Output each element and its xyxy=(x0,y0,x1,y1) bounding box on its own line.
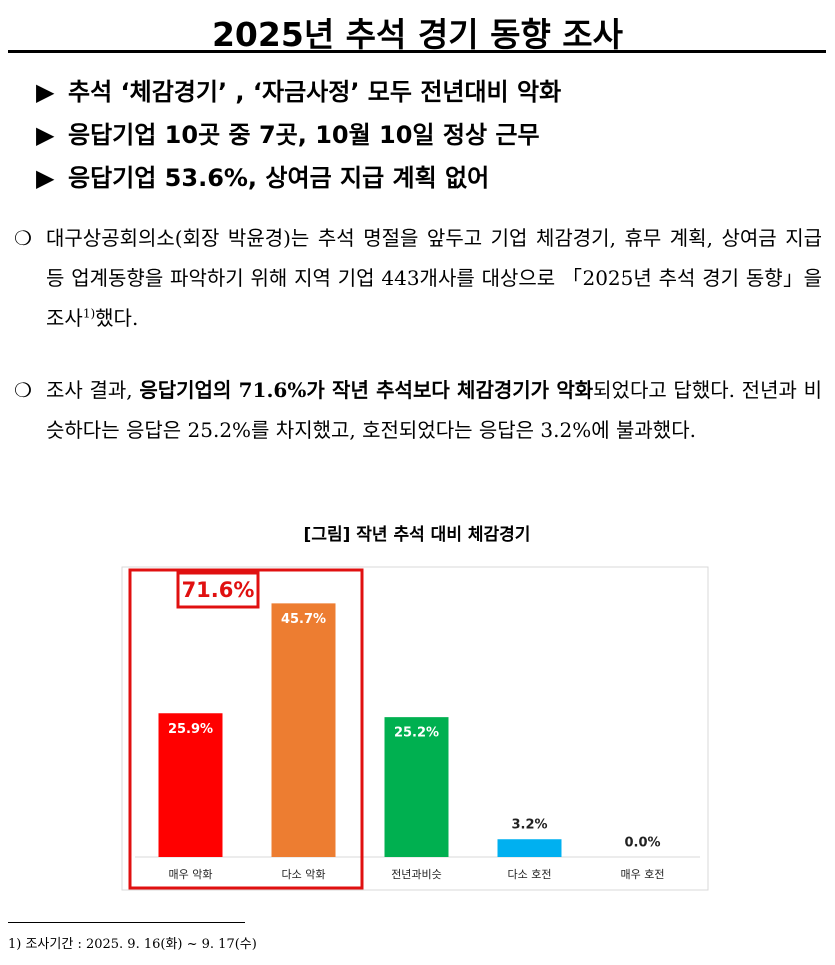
x-tick-label: 전년과비슷 xyxy=(391,868,442,881)
footnote: 1) 조사기간 : 2025. 9. 16(화) ~ 9. 17(수) xyxy=(8,937,257,952)
bar xyxy=(384,717,449,857)
annotation-box xyxy=(176,571,260,609)
document-title: 2025년 추석 경기 동향 조사 xyxy=(211,15,624,54)
x-tick-label: 다소 악화 xyxy=(282,868,326,881)
highlight: ▶ 응답기업 53.6%, 상여금 지급 계획 없어 xyxy=(36,158,489,193)
title-rule xyxy=(8,50,826,53)
paragraph: ❍ 대구상공회의소(회장 박윤경)는 추석 명절을 앞두고 기업 체감경기, 휴무… xyxy=(14,218,822,338)
annotation: 71.6% xyxy=(182,578,255,602)
x-tick-label: 다소 호전 xyxy=(508,868,552,881)
text-segment: 대구상공회의소(회장 박윤경)는 추석 명절을 앞두고 기업 체감경기, 휴무 … xyxy=(46,226,822,330)
highlight-text: 응답기업 53.6%, 상여금 지급 계획 없어 xyxy=(68,164,490,192)
paragraph-text: 조사 결과, 응답기업의 71.6%가 작년 추석보다 체감경기가 악화되었다고… xyxy=(46,370,822,450)
highlight-text: 응답기업 10곳 중 7곳, 10월 10일 정상 근무 xyxy=(68,121,540,149)
arrow-marker: ▶ xyxy=(36,121,55,149)
paragraph: ❍ 조사 결과, 응답기업의 71.6%가 작년 추석보다 체감경기가 악화되었다… xyxy=(14,370,822,450)
highlight-text: 추석 ‘체감경기’ , ‘자금사정’ 모두 전년대비 악화 xyxy=(68,78,562,106)
text-segment: 조사 결과, xyxy=(46,378,140,402)
text-segment: 되었다고 답했다. 전년과 비슷하다는 응답은 25.2%를 차지했고, 호전되… xyxy=(46,378,822,442)
highlight-box xyxy=(128,568,364,890)
text-segment: 응답기업의 71.6%가 작년 추석보다 체감경기가 악화 xyxy=(139,378,594,402)
bullet: ❍ xyxy=(14,378,32,402)
value-label: 3.2% xyxy=(511,818,547,833)
highlight: ▶ 추석 ‘체감경기’ , ‘자금사정’ 모두 전년대비 악화 xyxy=(36,72,561,107)
arrow-marker: ▶ xyxy=(36,78,55,106)
value-label: 45.7% xyxy=(281,612,326,627)
bar xyxy=(497,839,562,857)
paragraph-text: 대구상공회의소(회장 박윤경)는 추석 명절을 앞두고 기업 체감경기, 휴무 … xyxy=(46,218,822,338)
highlight: ▶ 응답기업 10곳 중 7곳, 10월 10일 정상 근무 xyxy=(36,115,540,150)
value-label: 0.0% xyxy=(624,836,660,851)
footnote-rule xyxy=(8,922,245,923)
bar xyxy=(158,713,223,857)
x-tick-label: 매우 악화 xyxy=(169,868,213,881)
value-label: 25.9% xyxy=(168,722,213,737)
footnote-ref: 1) xyxy=(82,306,96,321)
arrow-marker: ▶ xyxy=(36,164,55,192)
chart-title: [그림] 작년 추석 대비 체감경기 xyxy=(304,525,531,545)
bullet: ❍ xyxy=(14,226,32,250)
bar xyxy=(271,603,336,857)
text-segment: 했다. xyxy=(95,306,139,330)
value-label: 25.2% xyxy=(394,726,439,741)
x-tick-label: 매우 호전 xyxy=(621,868,665,881)
chart: [그림] 작년 추석 대비 체감경기 25.9% 매우 악화 45.7% 다소 악화 2… xyxy=(121,525,709,891)
